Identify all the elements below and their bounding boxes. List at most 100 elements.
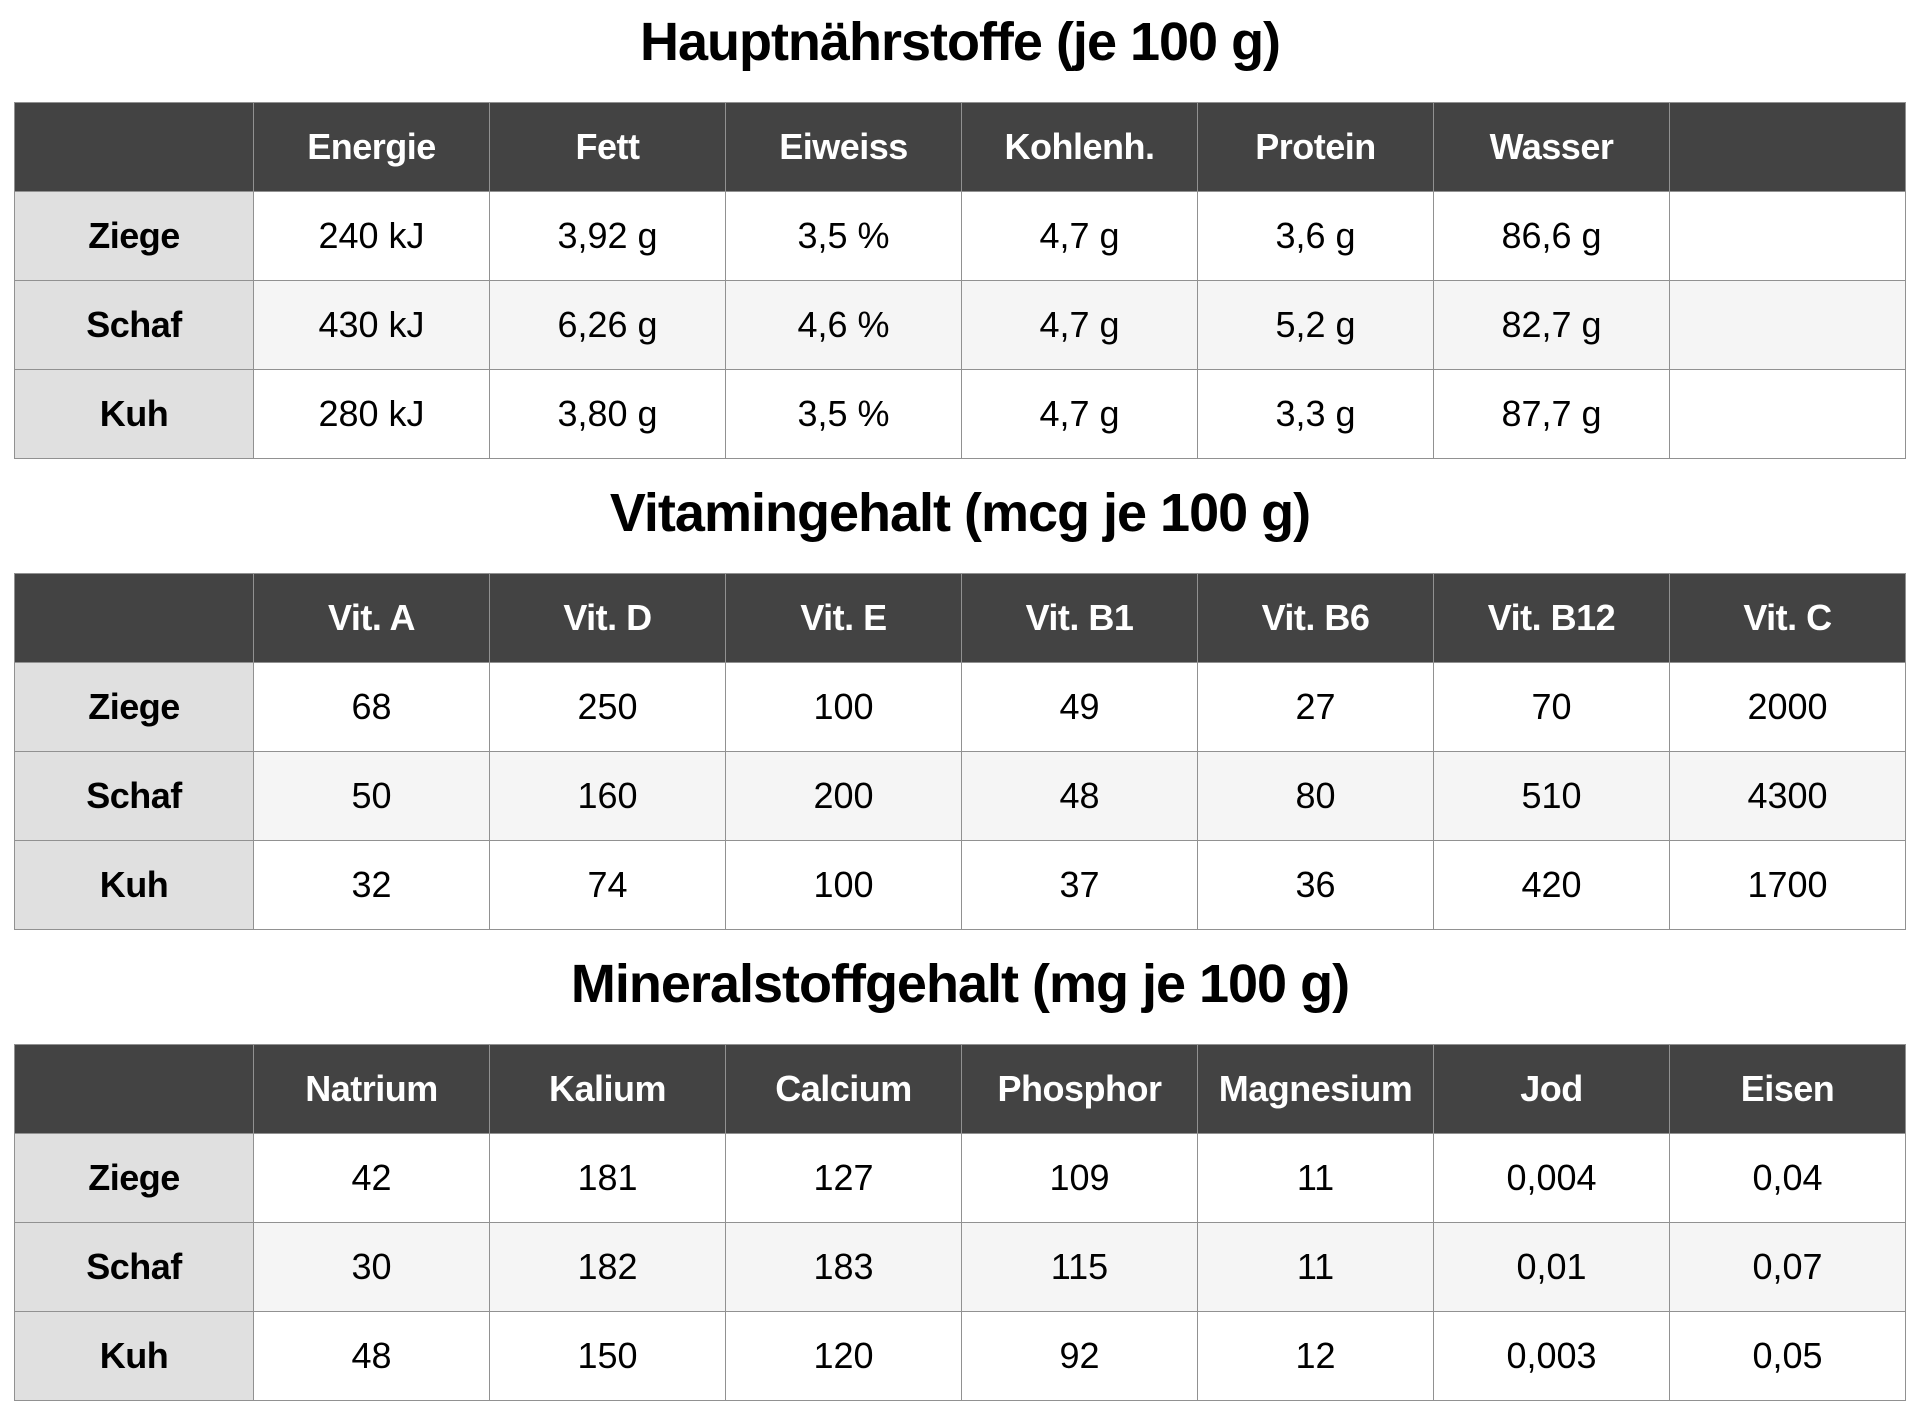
column-header: Magnesium: [1197, 1044, 1434, 1134]
table-cell: 3,5 %: [725, 369, 962, 459]
mineralstoffgehalt-table: Natrium Kalium Calcium Phosphor Magnesiu…: [14, 1044, 1906, 1401]
section-title-vitamingehalt: Vitamingehalt (mcg je 100 g): [609, 483, 1311, 543]
column-header: Vit. D: [489, 573, 726, 663]
table-cell: 100: [725, 840, 962, 930]
table-row-schaf: Schaf 30 182 183 115 11 0,01 0,07: [14, 1222, 1906, 1312]
table-cell-empty: [1669, 369, 1906, 459]
table-cell: 86,6 g: [1433, 191, 1670, 281]
corner-cell: [14, 102, 254, 192]
table-cell: 27: [1197, 662, 1434, 752]
table-cell: 36: [1197, 840, 1434, 930]
table-cell: 48: [253, 1311, 490, 1401]
table-cell: 3,6 g: [1197, 191, 1434, 281]
row-label: Schaf: [14, 1222, 254, 1312]
table-cell: 109: [961, 1133, 1198, 1223]
table-cell: 430 kJ: [253, 280, 490, 370]
table-cell: 30: [253, 1222, 490, 1312]
column-header: Jod: [1433, 1044, 1670, 1134]
column-header: Energie: [253, 102, 490, 192]
table-cell: 200: [725, 751, 962, 841]
table-cell: 32: [253, 840, 490, 930]
table-cell: 100: [725, 662, 962, 752]
table-cell: 3,5 %: [725, 191, 962, 281]
table-cell: 160: [489, 751, 726, 841]
column-header: Protein: [1197, 102, 1434, 192]
column-header: Kalium: [489, 1044, 726, 1134]
column-header: Natrium: [253, 1044, 490, 1134]
table-cell: 0,01: [1433, 1222, 1670, 1312]
table-cell: 92: [961, 1311, 1198, 1401]
header-row: Natrium Kalium Calcium Phosphor Magnesiu…: [14, 1044, 1906, 1134]
column-header: Vit. B12: [1433, 573, 1670, 663]
table-cell: 70: [1433, 662, 1670, 752]
table-cell: 181: [489, 1133, 726, 1223]
table-cell: 150: [489, 1311, 726, 1401]
table-row-schaf: Schaf 50 160 200 48 80 510 4300: [14, 751, 1906, 841]
corner-cell: [14, 573, 254, 663]
column-header: Phosphor: [961, 1044, 1198, 1134]
table-cell: 420: [1433, 840, 1670, 930]
section-title-hauptnaehrstoffe: Hauptnährstoffe (je 100 g): [639, 12, 1281, 72]
table-cell: 3,3 g: [1197, 369, 1434, 459]
corner-cell: [14, 1044, 254, 1134]
table-row-kuh: Kuh 280 kJ 3,80 g 3,5 % 4,7 g 3,3 g 87,7…: [14, 369, 1906, 459]
table-cell: 82,7 g: [1433, 280, 1670, 370]
table-cell: 250: [489, 662, 726, 752]
table-cell: 115: [961, 1222, 1198, 1312]
row-label: Kuh: [14, 369, 254, 459]
column-header: Vit. E: [725, 573, 962, 663]
table-cell: 240 kJ: [253, 191, 490, 281]
table-row-kuh: Kuh 48 150 120 92 12 0,003 0,05: [14, 1311, 1906, 1401]
table-cell: 182: [489, 1222, 726, 1312]
table-cell: 5,2 g: [1197, 280, 1434, 370]
table-cell: 4300: [1669, 751, 1906, 841]
row-label: Ziege: [14, 1133, 254, 1223]
section-title-mineralstoffgehalt: Mineralstoffgehalt (mg je 100 g): [570, 954, 1350, 1014]
table-cell: 0,07: [1669, 1222, 1906, 1312]
table-cell: 3,92 g: [489, 191, 726, 281]
table-cell: 0,004: [1433, 1133, 1670, 1223]
table-cell: 80: [1197, 751, 1434, 841]
table-cell: 3,80 g: [489, 369, 726, 459]
column-header: Eiweiss: [725, 102, 962, 192]
table-cell: 510: [1433, 751, 1670, 841]
table-cell: 183: [725, 1222, 962, 1312]
table-cell: 37: [961, 840, 1198, 930]
table-cell: 49: [961, 662, 1198, 752]
row-label: Schaf: [14, 280, 254, 370]
column-header: Wasser: [1433, 102, 1670, 192]
table-cell: 11: [1197, 1222, 1434, 1312]
table-cell: 87,7 g: [1433, 369, 1670, 459]
hauptnaehrstoffe-table: Energie Fett Eiweiss Kohlenh. Protein Wa…: [14, 102, 1906, 459]
table-row-ziege: Ziege 240 kJ 3,92 g 3,5 % 4,7 g 3,6 g 86…: [14, 191, 1906, 281]
table-cell-empty: [1669, 191, 1906, 281]
column-header: Fett: [489, 102, 726, 192]
table-cell: 280 kJ: [253, 369, 490, 459]
table-row-ziege: Ziege 68 250 100 49 27 70 2000: [14, 662, 1906, 752]
table-cell: 0,04: [1669, 1133, 1906, 1223]
row-label: Schaf: [14, 751, 254, 841]
table-cell: 2000: [1669, 662, 1906, 752]
row-label: Ziege: [14, 191, 254, 281]
table-cell: 48: [961, 751, 1198, 841]
table-cell: 42: [253, 1133, 490, 1223]
table-cell: 1700: [1669, 840, 1906, 930]
table-cell: 74: [489, 840, 726, 930]
table-cell: 4,7 g: [961, 191, 1198, 281]
table-cell-empty: [1669, 280, 1906, 370]
column-header: Vit. B6: [1197, 573, 1434, 663]
row-label: Ziege: [14, 662, 254, 752]
column-header: Kohlenh.: [961, 102, 1198, 192]
table-cell: 4,7 g: [961, 280, 1198, 370]
table-cell: 68: [253, 662, 490, 752]
table-cell: 4,6 %: [725, 280, 962, 370]
table-cell: 0,003: [1433, 1311, 1670, 1401]
table-cell: 4,7 g: [961, 369, 1198, 459]
header-row: Energie Fett Eiweiss Kohlenh. Protein Wa…: [14, 102, 1906, 192]
column-header: Calcium: [725, 1044, 962, 1134]
table-row-schaf: Schaf 430 kJ 6,26 g 4,6 % 4,7 g 5,2 g 82…: [14, 280, 1906, 370]
table-row-ziege: Ziege 42 181 127 109 11 0,004 0,04: [14, 1133, 1906, 1223]
table-cell: 6,26 g: [489, 280, 726, 370]
column-header: Eisen: [1669, 1044, 1906, 1134]
table-cell: 120: [725, 1311, 962, 1401]
